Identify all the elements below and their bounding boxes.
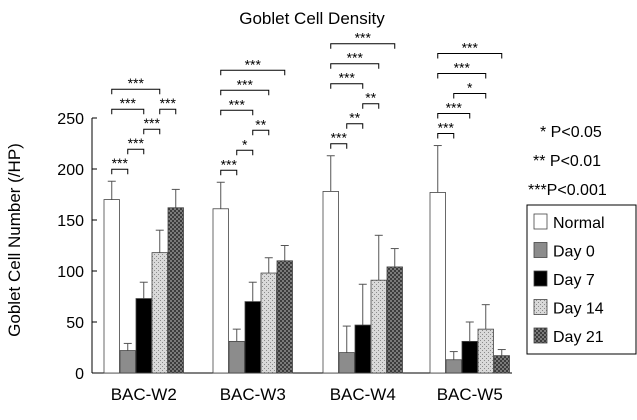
significance-label: *** (237, 76, 254, 92)
pvalue-key: * P<0.05 ** P<0.01 ***P<0.001 (528, 124, 607, 199)
bar (260, 272, 277, 374)
legend-label: Day 14 (553, 301, 604, 318)
bar (119, 350, 136, 374)
significance-label: *** (438, 120, 455, 136)
significance-label: *** (160, 95, 177, 111)
chart-title: Goblet Cell Density (239, 9, 385, 28)
bar (338, 352, 355, 374)
bar (461, 340, 478, 374)
significance-bracket (453, 93, 487, 99)
y-tick-label: 0 (75, 366, 84, 383)
y-tick-label: 50 (66, 315, 84, 332)
significance-bracket (437, 73, 487, 79)
significance-label: ** (349, 110, 360, 126)
significance-label: *** (347, 50, 364, 66)
category-label: BAC-W4 (330, 385, 396, 404)
category-label: BAC-W3 (220, 385, 286, 404)
bar (228, 340, 245, 374)
legend-swatch (533, 327, 548, 344)
significance-label: *** (245, 56, 262, 72)
significance-label: *** (339, 70, 356, 86)
y-tick-label: 250 (57, 111, 84, 128)
significance-bracket (252, 129, 270, 136)
significance-bracket (330, 83, 364, 89)
bar (151, 252, 168, 374)
significance-bracket (236, 149, 254, 156)
category-label: BAC-W5 (437, 385, 503, 404)
bar-marks (103, 145, 510, 374)
bar (429, 192, 446, 374)
significance-label: *** (128, 135, 145, 151)
significance-bracket (437, 113, 471, 119)
significance-bracket (220, 169, 238, 176)
bar (212, 208, 229, 374)
significance-bracket (346, 123, 364, 129)
legend-swatch (533, 270, 548, 287)
legend-label: Day 0 (553, 244, 595, 261)
legend-swatch (533, 213, 548, 230)
significance-brackets: ****************************************… (111, 30, 503, 176)
significance-bracket (111, 88, 161, 95)
significance-label: *** (462, 40, 479, 56)
significance-bracket (159, 108, 177, 115)
y-tick-label: 100 (57, 264, 84, 281)
legend-swatch (533, 299, 548, 315)
pvalue-key-item: ** P<0.01 (533, 153, 601, 170)
significance-bracket (220, 69, 286, 76)
bar (354, 324, 371, 374)
bar (445, 359, 462, 374)
significance-bracket (362, 103, 380, 109)
bar (135, 298, 152, 374)
significance-label: *** (454, 60, 471, 76)
significance-bracket (437, 53, 503, 59)
significance-label: *** (446, 100, 463, 116)
significance-bracket (330, 43, 396, 49)
significance-label: ** (255, 116, 266, 132)
bar (276, 260, 293, 374)
significance-bracket (330, 63, 380, 69)
pvalue-key-item: ***P<0.001 (528, 182, 607, 199)
significance-bracket (111, 168, 129, 175)
significance-label: *** (331, 130, 348, 146)
significance-label: *** (144, 115, 161, 131)
significance-bracket (111, 108, 145, 115)
significance-bracket (220, 89, 270, 96)
y-axis-ticks: 0 50 100 150 200 250 (57, 111, 97, 383)
significance-label: * (467, 80, 473, 96)
significance-label: *** (112, 155, 129, 171)
significance-label: *** (120, 95, 137, 111)
significance-label: *** (229, 96, 246, 112)
bar (386, 266, 403, 374)
bar (244, 301, 261, 374)
significance-bracket (220, 109, 254, 116)
significance-label: ** (365, 90, 376, 106)
bar (493, 355, 510, 374)
significance-label: *** (221, 156, 238, 172)
category-labels: BAC-W2 BAC-W3 BAC-W4 BAC-W5 (111, 385, 503, 404)
bar (103, 199, 120, 374)
bar (477, 328, 494, 374)
legend: Normal Day 0 Day 7 Day 14 Day 21 (526, 204, 637, 355)
significance-label: *** (355, 30, 372, 46)
significance-bracket (127, 148, 145, 155)
significance-bracket (143, 128, 161, 135)
y-tick-label: 150 (57, 213, 84, 230)
significance-label: *** (128, 75, 145, 91)
bar (167, 207, 184, 374)
significance-bracket (437, 133, 455, 139)
significance-bracket (330, 143, 348, 149)
legend-label: Day 21 (553, 329, 604, 346)
bar (322, 191, 339, 374)
y-axis-label: Goblet Cell Number (/HP) (5, 143, 24, 337)
category-label: BAC-W2 (111, 385, 177, 404)
legend-swatch (533, 242, 548, 258)
legend-label: Normal (553, 215, 605, 232)
y-tick-label: 200 (57, 162, 84, 179)
pvalue-key-item: * P<0.05 (540, 124, 602, 141)
significance-label: * (242, 136, 248, 152)
legend-label: Day 7 (553, 272, 595, 289)
bar (370, 279, 387, 374)
